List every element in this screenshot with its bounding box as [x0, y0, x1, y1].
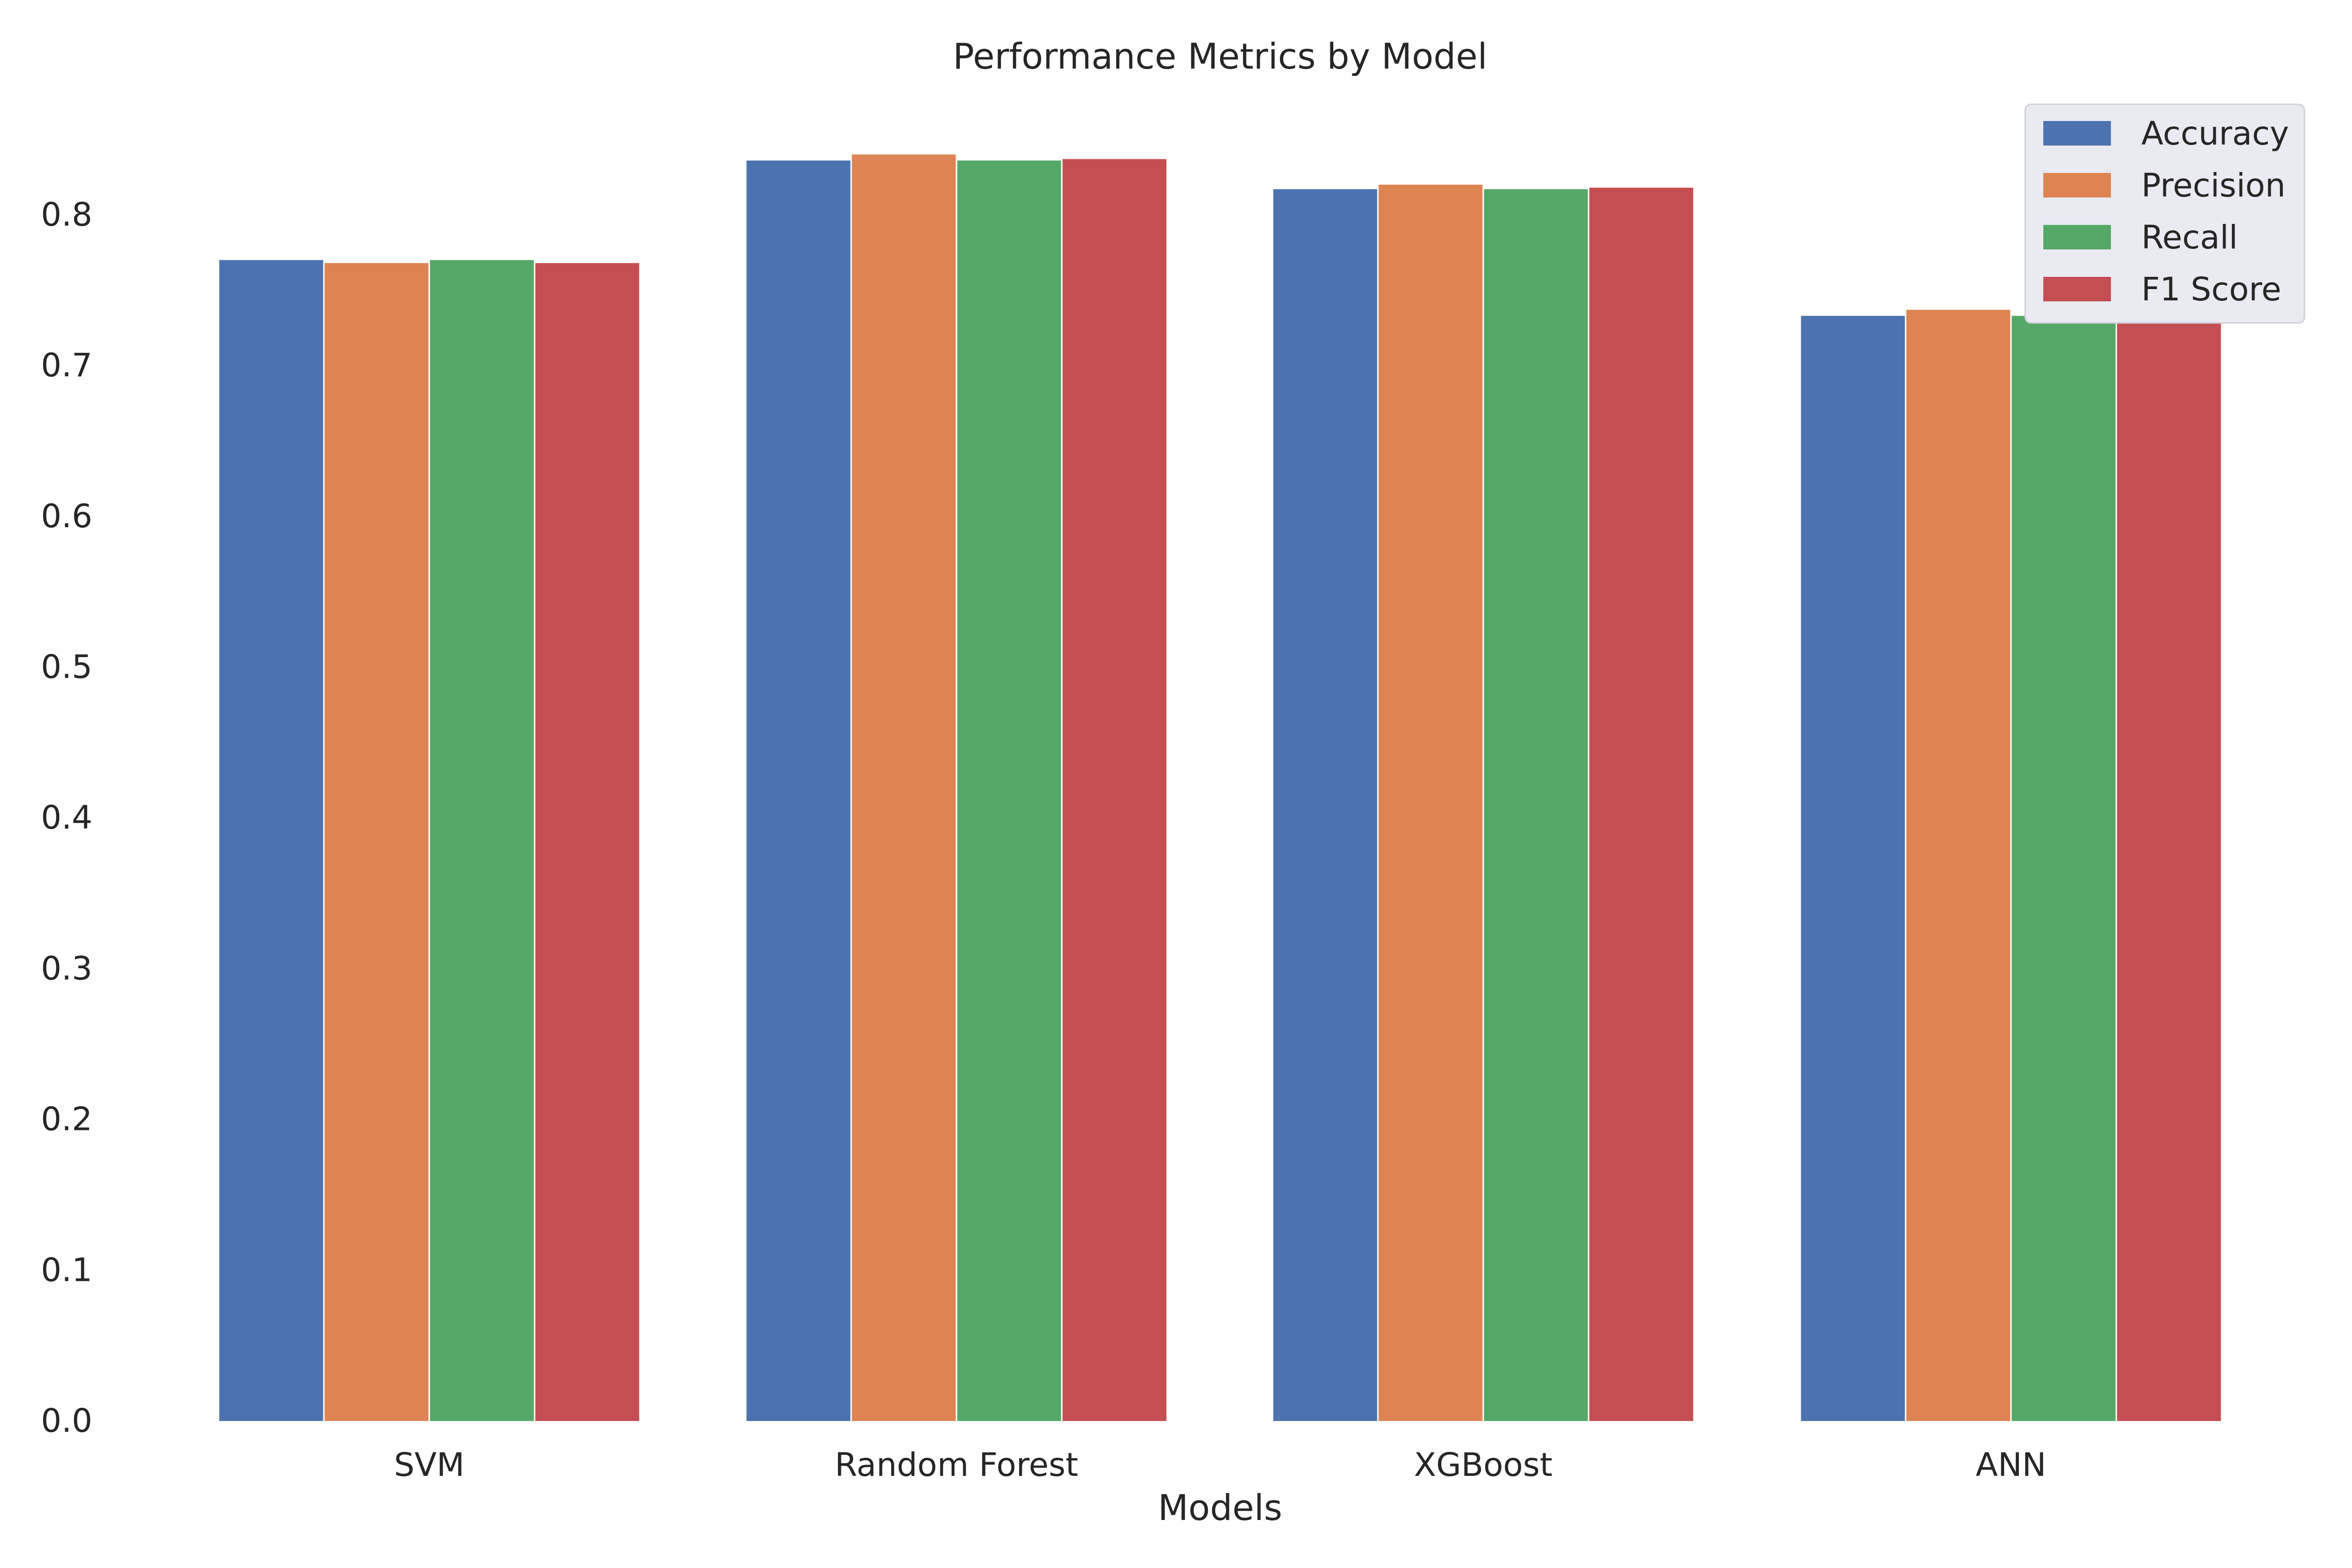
bars-group	[219, 154, 2221, 1421]
bar-accuracy-random-forest	[746, 160, 851, 1421]
bar-accuracy-ann	[1801, 316, 1905, 1421]
y-tick-label: 0.8	[41, 196, 93, 233]
bar-precision-xgboost	[1378, 184, 1483, 1421]
x-axis-ticks: SVM Random Forest XGBoost ANN	[394, 1446, 2046, 1484]
x-tick-label: ANN	[1976, 1446, 2046, 1484]
bar-precision-ann	[1906, 310, 2010, 1421]
y-tick-label: 0.5	[41, 648, 93, 686]
bar-f1-score-random-forest	[1062, 159, 1167, 1421]
x-tick-label: XGBoost	[1414, 1446, 1553, 1484]
y-tick-label: 0.7	[41, 346, 93, 384]
bar-recall-random-forest	[957, 160, 1061, 1421]
bar-recall-ann	[2011, 316, 2116, 1421]
legend-label: F1 Score	[2141, 270, 2281, 308]
y-tick-label: 0.4	[41, 799, 93, 836]
bar-accuracy-xgboost	[1273, 189, 1377, 1421]
y-tick-label: 0.2	[41, 1101, 93, 1138]
x-tick-label: Random Forest	[835, 1446, 1078, 1484]
legend-swatch-precision	[2043, 173, 2111, 197]
bar-f1-score-svm	[535, 263, 639, 1421]
y-axis-ticks: 0.0 0.1 0.2 0.3 0.4 0.5 0.6 0.7 0.8	[41, 196, 93, 1440]
y-tick-label: 0.1	[41, 1251, 93, 1289]
legend-swatch-accuracy	[2043, 121, 2111, 146]
y-tick-label: 0.3	[41, 950, 93, 987]
chart-title: Performance Metrics by Model	[953, 36, 1488, 77]
legend-label: Accuracy	[2141, 115, 2289, 152]
bar-f1-score-xgboost	[1589, 188, 1693, 1421]
bar-recall-svm	[430, 260, 534, 1421]
bar-precision-svm	[324, 263, 429, 1421]
x-axis-label: Models	[1158, 1487, 1282, 1528]
x-tick-label: SVM	[394, 1446, 465, 1484]
legend-label: Precision	[2141, 167, 2286, 204]
legend-swatch-recall	[2043, 225, 2111, 249]
bar-recall-xgboost	[1484, 189, 1588, 1421]
bar-f1-score-ann	[2117, 316, 2221, 1421]
bar-precision-random-forest	[852, 154, 956, 1421]
legend-swatch-f1-score	[2043, 277, 2111, 301]
y-tick-label: 0.6	[41, 497, 93, 535]
legend-label: Recall	[2141, 219, 2238, 256]
y-tick-label: 0.0	[41, 1402, 93, 1440]
bar-accuracy-svm	[219, 260, 323, 1421]
legend-box	[2024, 103, 2305, 324]
legend: Accuracy Precision Recall F1 Score	[2024, 103, 2305, 324]
